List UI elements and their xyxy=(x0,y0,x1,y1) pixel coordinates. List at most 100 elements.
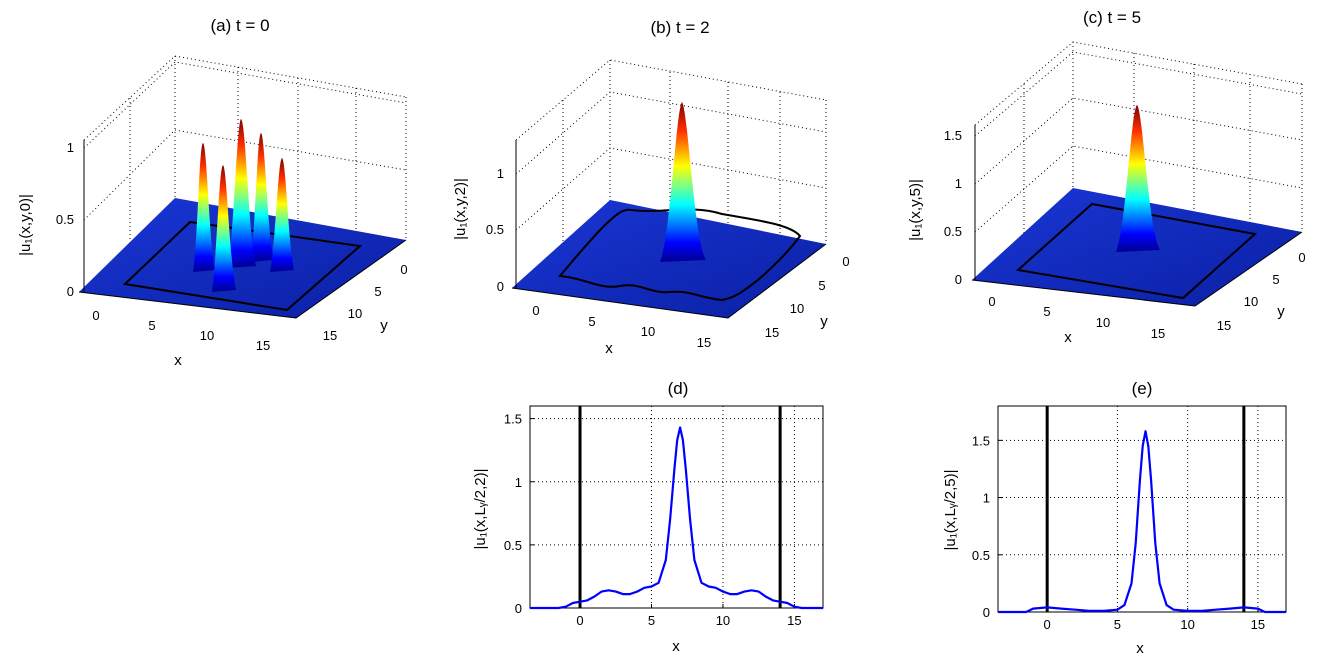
panel-a-xtick-5: 5 xyxy=(148,318,155,333)
panel-a-ytick-0: 0 xyxy=(400,262,407,277)
panel-a-peaks xyxy=(193,119,294,292)
panel-b-xtick-10: 10 xyxy=(641,324,655,339)
panel-d-xtick-label-3: 15 xyxy=(787,613,801,628)
panel-b-ytick-0: 0 xyxy=(842,254,849,269)
panel-c-ylabel: y xyxy=(1277,303,1285,320)
panel-c-ytick-10: 10 xyxy=(1244,294,1258,309)
panel-c-ticks: 1.5 1 0.5 0 0 5 10 15 0 5 10 15 xyxy=(944,128,1306,341)
panel-b-peak xyxy=(660,102,706,262)
panel-d-xtick-label-2: 10 xyxy=(716,613,730,628)
panel-d-ylabel: |u₁(x,Lᵧ/2,2)| xyxy=(472,468,489,549)
panel-e-xtick-label-0: 0 xyxy=(1044,617,1051,632)
panel-a-peak-2 xyxy=(250,133,274,262)
panel-c-ytick-5: 5 xyxy=(1272,272,1279,287)
panel-e-series-line xyxy=(998,430,1286,614)
panel-e-ytick-label-3: 1.5 xyxy=(972,433,990,448)
panel-a-ytick-10: 10 xyxy=(348,306,362,321)
panel-a-title: (a) t = 0 xyxy=(210,16,269,35)
panel-c-xtick-15: 15 xyxy=(1151,326,1165,341)
panel-b-back-grid xyxy=(515,59,827,288)
panel-c-title: (c) t = 5 xyxy=(1083,8,1141,27)
panel-e-xtick-label-2: 10 xyxy=(1180,617,1194,632)
panel-a-peak-3 xyxy=(270,158,294,272)
panel-e-xtick-label-1: 5 xyxy=(1114,617,1121,632)
panel-a-ticks: 1 0.5 0 0 5 10 15 0 5 10 15 xyxy=(56,140,408,353)
panel-a-xtick-15: 15 xyxy=(256,338,270,353)
panel-c-ztick-1: 1 xyxy=(955,176,962,191)
panel-a-ztick-1: 1 xyxy=(67,140,74,155)
panel-b-xtick-0: 0 xyxy=(532,303,539,318)
panel-a-ytick-15: 15 xyxy=(323,328,337,343)
panel-d: (d) 0 5 10 15 0 0.5 1 1.5 x |u₁(x,Lᵧ/2,2)| xyxy=(472,379,824,655)
panel-b-ytick-15: 15 xyxy=(765,325,779,340)
panel-c-peak xyxy=(1116,105,1160,252)
panel-b-title: (b) t = 2 xyxy=(650,18,709,37)
panel-a-xlabel: x xyxy=(174,352,182,369)
panel-a-xtick-10: 10 xyxy=(200,328,214,343)
panel-a: (a) t = 0 1 0.5 xyxy=(17,16,408,369)
panel-c-ytick-15: 15 xyxy=(1217,318,1231,333)
panel-b-ztick-05: 0.5 xyxy=(486,222,504,237)
panel-b-ytick-10: 10 xyxy=(790,301,804,316)
panel-e-title: (e) xyxy=(1132,379,1153,398)
panel-c-axes xyxy=(971,125,1303,307)
panel-e-ylabel: |u₁(x,Lᵧ/2,5)| xyxy=(942,469,959,550)
panel-c-boundary-contour xyxy=(1015,202,1258,300)
panel-c-zlabel: |u₁(x,y,5)| xyxy=(907,179,924,241)
panel-d-ytick-label-0: 0 xyxy=(515,601,522,616)
panel-c: (c) t = 5 1.5 1 0.5 0 0 5 xyxy=(907,8,1306,346)
panel-e-ytick-label-0: 0 xyxy=(983,605,990,620)
panel-b-xtick-15: 15 xyxy=(697,335,711,350)
panel-a-ztick-05: 0.5 xyxy=(56,212,74,227)
panel-b-ytick-5: 5 xyxy=(818,278,825,293)
panel-e-frame xyxy=(997,405,1287,613)
panel-a-peak-5 xyxy=(212,165,236,292)
panel-e-plot: 0 5 10 15 0 0.5 1 1.5 xyxy=(972,405,1287,632)
panel-d-ytick-label-1: 0.5 xyxy=(504,538,522,553)
panel-c-ztick-15: 1.5 xyxy=(944,128,962,143)
panel-c-xtick-0: 0 xyxy=(988,294,995,309)
panel-d-ytick-label-3: 1.5 xyxy=(504,412,522,427)
panel-b-ylabel: y xyxy=(820,313,828,330)
panel-a-back-grid xyxy=(83,55,407,292)
panel-e-xlabel: x xyxy=(1136,640,1144,657)
panel-b-ticks: 1 0.5 0 0 5 10 15 0 5 10 15 xyxy=(486,166,850,350)
panel-d-frame xyxy=(529,405,824,609)
panel-e-xtick-label-3: 15 xyxy=(1251,617,1265,632)
panel-e: (e) 0 5 10 15 0 0.5 1 1.5 x |u₁(x,Lᵧ/2,5)| xyxy=(942,379,1287,657)
panel-d-series-line xyxy=(530,426,823,610)
panel-a-axes xyxy=(78,140,407,319)
panel-b: (b) t = 2 1 0.5 0 0 5 10 15 xyxy=(452,18,850,357)
panel-e-ytick-label-2: 1 xyxy=(983,491,990,506)
panel-b-zlabel: |u₁(x,y,2)| xyxy=(452,178,469,240)
panel-a-boundary-contour xyxy=(122,220,363,312)
panel-c-ztick-0: 0 xyxy=(955,272,962,287)
panel-c-xlabel: x xyxy=(1064,329,1072,346)
panel-c-back-grid xyxy=(974,41,1303,280)
panel-b-axes xyxy=(511,140,827,319)
panel-d-xtick-label-1: 5 xyxy=(648,613,655,628)
panel-c-xtick-5: 5 xyxy=(1043,304,1050,319)
panel-a-ylabel: y xyxy=(380,317,388,334)
panel-d-plot: 0 5 10 15 0 0.5 1 1.5 xyxy=(504,405,824,628)
panel-a-peak-4 xyxy=(228,119,256,268)
panel-d-title: (d) xyxy=(668,379,689,398)
panel-d-xtick-label-0: 0 xyxy=(576,613,583,628)
panel-b-boundary-contour xyxy=(557,208,802,302)
panel-c-xtick-10: 10 xyxy=(1096,315,1110,330)
panel-a-ytick-5: 5 xyxy=(374,284,381,299)
panel-d-xlabel: x xyxy=(672,638,680,655)
panel-e-ytick-label-1: 0.5 xyxy=(972,548,990,563)
panel-d-ytick-label-2: 1 xyxy=(515,475,522,490)
panel-b-xlabel: x xyxy=(605,340,613,357)
panel-c-ytick-0: 0 xyxy=(1298,250,1305,265)
panel-b-xtick-5: 5 xyxy=(588,314,595,329)
panel-a-zlabel: |u₁(x,y,0)| xyxy=(17,194,34,256)
panel-b-ztick-1: 1 xyxy=(497,166,504,181)
panel-a-xtick-0: 0 xyxy=(92,308,99,323)
panel-c-ztick-05: 0.5 xyxy=(944,224,962,239)
panel-a-ztick-0: 0 xyxy=(67,284,74,299)
panel-b-ztick-0: 0 xyxy=(497,279,504,294)
panel-a-peak-1 xyxy=(193,143,215,272)
